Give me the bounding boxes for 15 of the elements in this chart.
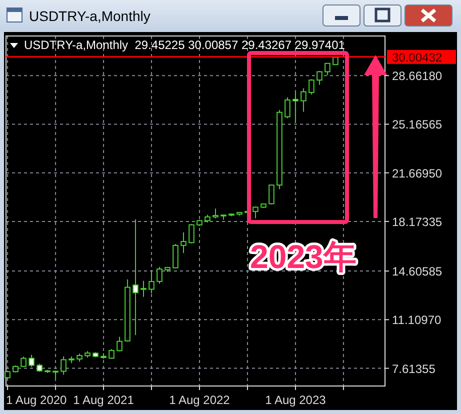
annotation: 2023年: [250, 238, 356, 275]
x-tick-label: 1 Aug 2020: [6, 393, 68, 407]
chart-title: USDTRY-a,Monthly: [29, 8, 150, 24]
x-tick-label: 1 Aug 2022: [169, 393, 230, 407]
y-tick-label: 14.60585: [392, 264, 442, 279]
chart-subtitle: USDTRY-a,Monthly 29.45225 30.00857 29.43267 29.97401: [24, 38, 346, 52]
y-tick-label: 21.66950: [392, 166, 442, 180]
x-tick-label: 1 Aug 2023: [265, 393, 326, 407]
ref-line-label: 30.00432: [392, 50, 442, 64]
y-tick-label: 7.61355: [392, 362, 436, 376]
y-tick-label: 28.66180: [392, 69, 442, 84]
x-tick-label: 1 Aug 2021: [73, 393, 134, 407]
y-tick-label: 25.16565: [392, 118, 442, 132]
y-tick-label: 11.10970: [392, 313, 442, 328]
y-tick-label: 18.17335: [392, 214, 442, 229]
